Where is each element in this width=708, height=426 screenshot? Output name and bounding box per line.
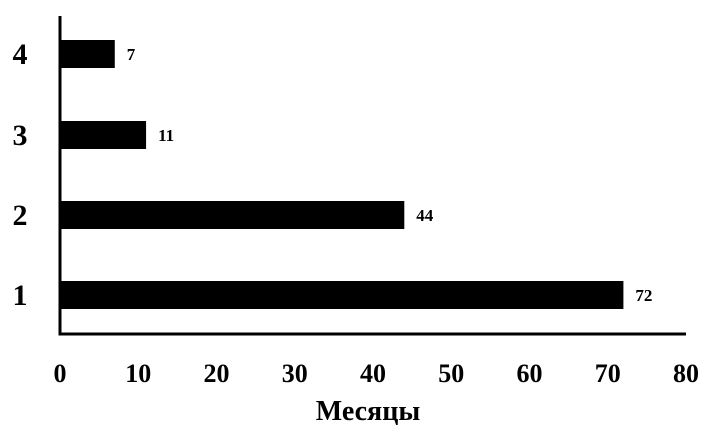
category-labels-group: 1 2 3 4 — [13, 38, 28, 312]
data-label-3: 11 — [158, 126, 174, 145]
x-tick-label-80: 80 — [673, 359, 699, 388]
data-label-2: 44 — [416, 206, 434, 225]
data-labels-group: 72 44 11 7 — [127, 45, 653, 305]
x-tick-label-20: 20 — [204, 359, 230, 388]
bar-2 — [60, 201, 405, 229]
bar-3 — [60, 121, 147, 149]
category-label-2: 2 — [13, 199, 28, 232]
category-label-3: 3 — [13, 119, 28, 152]
x-tick-label-30: 30 — [282, 359, 308, 388]
x-tick-label-10: 10 — [125, 359, 151, 388]
bars-group — [60, 40, 624, 309]
category-label-4: 4 — [13, 38, 28, 71]
x-tick-label-40: 40 — [360, 359, 386, 388]
x-tick-label-60: 60 — [517, 359, 543, 388]
data-label-4: 7 — [127, 45, 136, 64]
bar-1 — [60, 281, 624, 309]
x-tick-labels-group: 0 10 20 30 40 50 60 70 80 — [54, 359, 700, 388]
bar-4 — [60, 40, 115, 68]
x-axis-title: Месяцы — [316, 396, 421, 426]
x-tick-label-70: 70 — [595, 359, 621, 388]
x-tick-label-50: 50 — [438, 359, 464, 388]
data-label-1: 72 — [635, 286, 652, 305]
category-label-1: 1 — [13, 279, 28, 312]
x-tick-label-0: 0 — [54, 359, 67, 388]
